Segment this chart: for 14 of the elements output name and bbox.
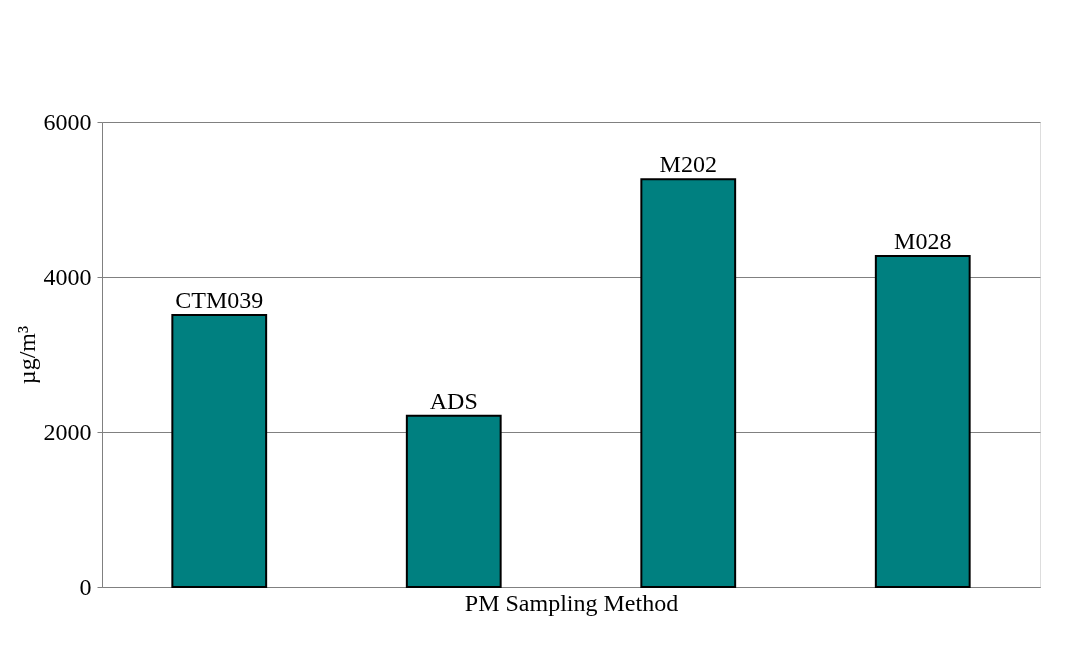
x-axis-title: PM Sampling Method: [464, 589, 679, 616]
x-tick-label: M028: [894, 228, 952, 255]
y-tick-label: 0: [79, 573, 92, 600]
bar: [171, 313, 268, 588]
x-tick-label: ADS: [429, 387, 478, 414]
y-tick-label: 4000: [43, 263, 92, 290]
y-axis-title: µg/m³: [13, 325, 40, 385]
y-tick-label: 2000: [43, 418, 92, 445]
bar: [640, 178, 737, 588]
y-tick-label: 6000: [43, 108, 92, 135]
bar: [405, 414, 502, 588]
bar: [874, 255, 971, 588]
x-tick-label: CTM039: [175, 286, 264, 313]
x-tick-label: M202: [659, 151, 717, 178]
